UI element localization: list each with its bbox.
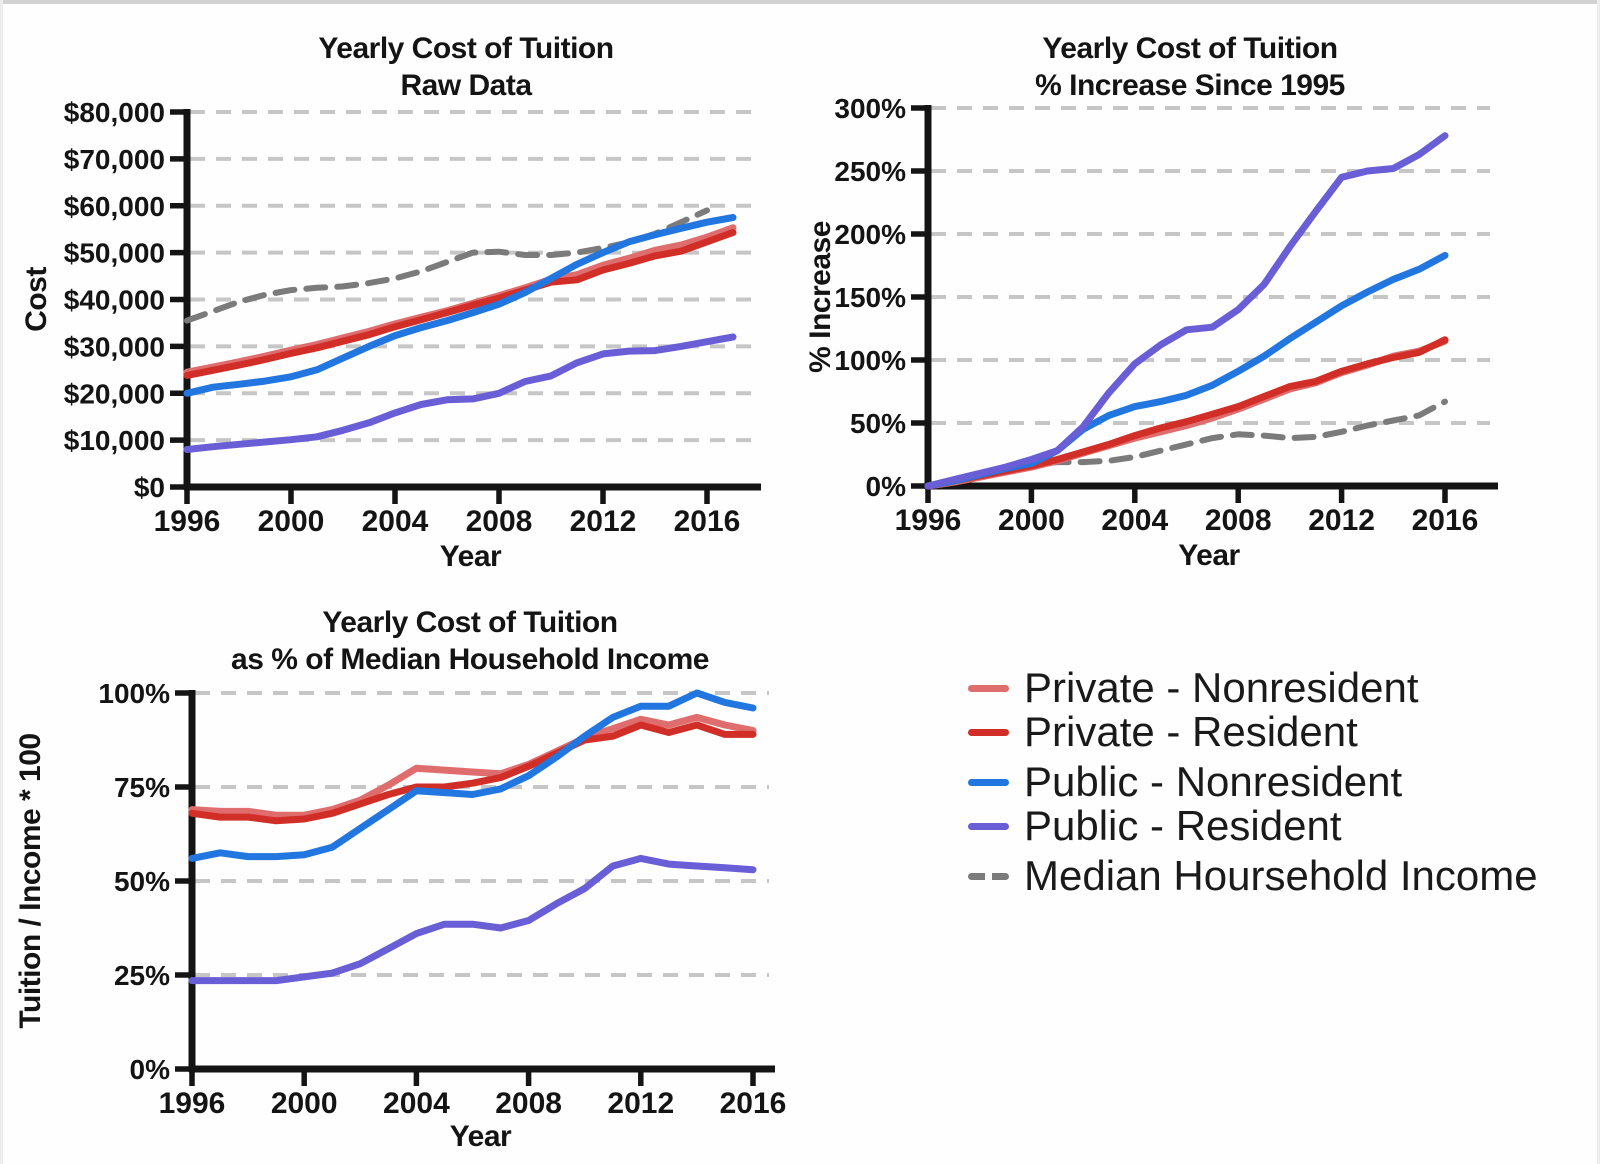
window-edge [1597, 0, 1600, 1164]
chart-percent-increase: 0% 50% 100% 150% 200% 250% 300% 1996 2000 2004 200… [804, 32, 1498, 572]
chart-subtitle: Raw Data [400, 69, 532, 102]
y-tick-label: 150% [834, 282, 906, 313]
series-line-public_resident [183, 333, 737, 453]
y-tick-label: 0% [866, 471, 907, 502]
y-tick-label: $80,000 [64, 97, 165, 128]
x-tick-label: 2012 [607, 1087, 674, 1120]
series-line-private_resident [183, 229, 737, 379]
public-resident-line-swatch-icon [968, 822, 1009, 830]
chart-subtitle: as % of Median Household Income [231, 643, 709, 676]
x-tick-label: 2004 [383, 1087, 450, 1120]
y-tick-label: 100% [834, 345, 906, 376]
series-line-public_resident [188, 854, 757, 985]
y-tick-label: 250% [834, 156, 906, 187]
y-axis-label: % Increase [804, 221, 837, 373]
y-tick-label: $20,000 [64, 378, 165, 409]
y-tick-label: 50% [850, 408, 906, 439]
legend: Private - Nonresident Private - Resident… [968, 666, 1538, 898]
y-axis-label: Tuition / Income * 100 [14, 733, 47, 1028]
legend-label: Median Hoursehold Income [1024, 852, 1538, 899]
chart-title: Yearly Cost of Tuition [322, 606, 617, 639]
series-line-public_resident [924, 132, 1449, 490]
x-tick-label: 2016 [720, 1087, 787, 1120]
x-tick-label: 2008 [1205, 504, 1272, 537]
chart-percent-of-income: 0% 25% 50% 75% 100% 1996 2000 2004 2008 2012 2016 Y… [14, 606, 787, 1153]
window-edge [0, 0, 3, 1164]
series-line-public_nonresident [188, 689, 757, 862]
x-tick-label: 2016 [1412, 504, 1479, 537]
x-tick-label: 2008 [495, 1087, 562, 1120]
x-tick-label: 2012 [1308, 504, 1375, 537]
x-tick-label: 2004 [362, 505, 429, 538]
series-line-private_resident [188, 721, 757, 825]
y-tick-label: $70,000 [64, 144, 165, 175]
y-tick-label: 100% [98, 678, 170, 709]
legend-item: Public - Nonresident [968, 760, 1538, 804]
y-tick-label: 200% [834, 219, 906, 250]
x-axis-label: Year [1178, 539, 1240, 572]
x-tick-label: 1996 [895, 504, 962, 537]
x-tick-label: 2004 [1101, 504, 1168, 537]
y-tick-label: $30,000 [64, 331, 165, 362]
y-tick-label: 25% [114, 960, 170, 991]
x-tick-label: 2000 [271, 1087, 338, 1120]
series-line-median_income [925, 398, 1448, 489]
private-nonresident-line-swatch-icon [968, 684, 1009, 692]
x-tick-label: 2012 [570, 505, 637, 538]
chart-subtitle: % Increase Since 1995 [1035, 69, 1345, 102]
series-line-public_nonresident [924, 251, 1449, 490]
y-tick-label: $40,000 [64, 285, 165, 316]
legend-item: Public - Resident [968, 804, 1538, 848]
y-tick-label: $0 [134, 472, 165, 503]
y-tick-label: 300% [834, 93, 906, 124]
y-tick-label: 75% [114, 772, 170, 803]
x-axis-label: Year [440, 540, 502, 573]
x-tick-label: 1996 [159, 1087, 226, 1120]
y-tick-label: 50% [114, 866, 170, 897]
legend-item: Private - Resident [968, 710, 1538, 754]
legend-item: Private - Nonresident [968, 666, 1538, 710]
window-edge [0, 0, 1600, 4]
legend-label: Public - Resident [1024, 802, 1342, 849]
y-tick-label: 0% [130, 1054, 171, 1085]
x-axis-label: Year [450, 1120, 512, 1153]
legend-label: Private - Nonresident [1024, 664, 1419, 711]
median-income-dashed-line-swatch-icon [968, 872, 1009, 880]
x-tick-label: 2016 [674, 505, 741, 538]
chart-title: Yearly Cost of Tuition [1042, 32, 1337, 65]
x-tick-label: 1996 [154, 505, 221, 538]
chart-title: Yearly Cost of Tuition [318, 32, 613, 65]
y-axis-label: Cost [20, 267, 53, 332]
legend-label: Public - Nonresident [1024, 758, 1403, 805]
x-tick-label: 2000 [258, 505, 325, 538]
legend-label: Private - Resident [1024, 708, 1358, 755]
chart-raw-data: $0 $10,000 $20,000 $30,000 $40,000 $50,000 $60… [20, 32, 761, 573]
series-line-private_nonresident [188, 713, 757, 819]
y-tick-label: $10,000 [64, 425, 165, 456]
public-nonresident-line-swatch-icon [968, 778, 1009, 786]
x-tick-label: 2000 [998, 504, 1065, 537]
series-line-public_nonresident [183, 214, 737, 397]
legend-item: Median Hoursehold Income [968, 854, 1538, 898]
private-resident-line-swatch-icon [968, 728, 1009, 736]
x-tick-label: 2008 [466, 505, 533, 538]
y-tick-label: $50,000 [64, 238, 165, 269]
y-tick-label: $60,000 [64, 191, 165, 222]
